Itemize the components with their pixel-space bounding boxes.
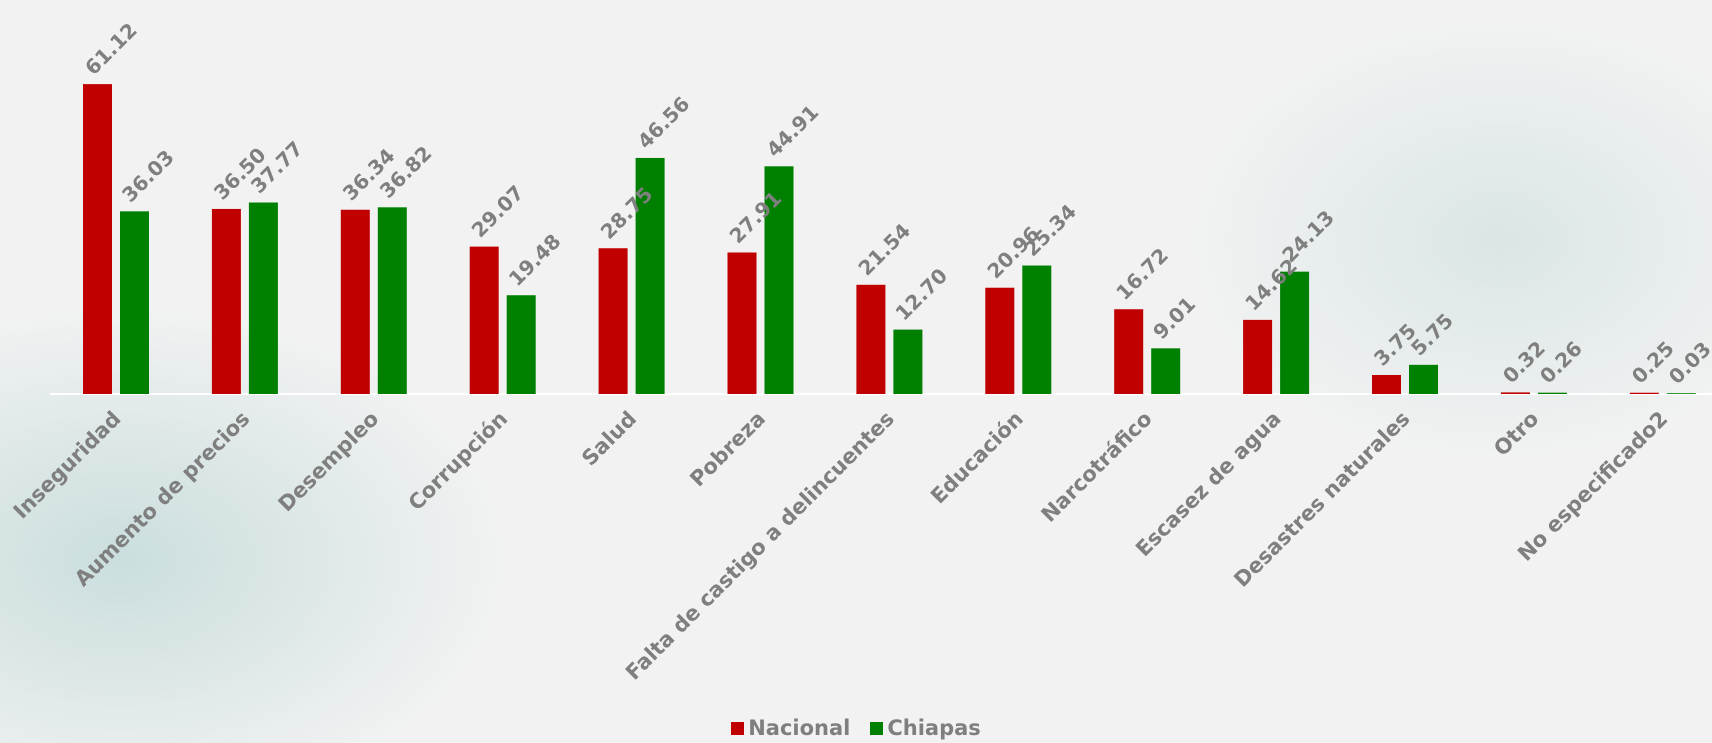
bar-chiapas-otro [1537, 392, 1567, 394]
category-label-salud: Salud [577, 407, 641, 471]
legend-swatch-nacional [731, 721, 745, 735]
category-label-narcotrafico: Narcotráfico [1037, 407, 1157, 527]
value-label-chiapas-salud: 46.56 [633, 92, 695, 154]
bar-nacional-inseguridad [83, 84, 112, 395]
bar-nacional-no-especificado2 [1629, 392, 1659, 394]
category-label-corrupcion: Corrupción [404, 407, 513, 516]
value-label-nacional-inseguridad: 61.12 [80, 18, 142, 80]
value-label-nacional-no-especificado2: 0.25 [1627, 336, 1679, 388]
value-label-chiapas-otro: 0.26 [1535, 336, 1587, 388]
value-label-chiapas-desastres-naturales: 5.75 [1406, 309, 1458, 361]
value-label-nacional-narcotrafico: 16.72 [1111, 243, 1173, 305]
bar-chiapas-inseguridad [120, 211, 149, 394]
bar-nacional-escasez-de-agua [1243, 319, 1273, 394]
bar-chiapas-desempleo [377, 207, 407, 394]
bars-group [83, 84, 1696, 395]
bar-nacional-salud [598, 248, 628, 394]
bar-chiapas-pobreza [764, 166, 794, 394]
value-label-chiapas-narcotrafico: 9.01 [1148, 292, 1200, 344]
bar-nacional-otro [1500, 392, 1530, 394]
legend-item-nacional: Nacional [731, 716, 850, 740]
category-label-no-especificado2: No especificado2 [1513, 407, 1672, 566]
legend-item-chiapas: Chiapas [870, 716, 981, 740]
category-label-pobreza: Pobreza [685, 407, 770, 492]
bar-nacional-narcotrafico [1114, 309, 1144, 394]
value-label-chiapas-falta-de-castigo-a-delincuentes: 12.70 [890, 263, 952, 325]
bar-nacional-corrupcion [469, 246, 499, 394]
bar-chiapas-narcotrafico [1151, 348, 1181, 394]
category-label-falta-de-castigo-a-delincuentes: Falta de castigo a delincuentes [621, 407, 899, 685]
bar-chiapas-escasez-de-agua [1280, 271, 1310, 394]
bar-nacional-pobreza [727, 252, 757, 394]
category-label-desempleo: Desempleo [274, 407, 384, 517]
legend: Nacional Chiapas [0, 716, 1712, 740]
bar-chiapas-corrupcion [506, 295, 536, 394]
value-label-chiapas-corrupcion: 19.48 [504, 229, 566, 291]
bar-nacional-educacion [985, 287, 1015, 394]
legend-label-chiapas: Chiapas [887, 716, 981, 740]
category-label-inseguridad: Inseguridad [9, 407, 126, 524]
bar-nacional-falta-de-castigo-a-delincuentes [856, 284, 886, 394]
value-label-chiapas-pobreza: 44.91 [762, 100, 824, 162]
value-label-nacional-corrupcion: 29.07 [467, 180, 529, 242]
bar-chiapas-educacion [1022, 265, 1052, 394]
category-label-escasez-de-agua: Escasez de agua [1131, 407, 1286, 562]
legend-swatch-chiapas [870, 721, 884, 735]
bar-nacional-aumento-de-precios [211, 208, 241, 394]
value-label-nacional-otro: 0.32 [1498, 336, 1550, 388]
bar-chiapas-no-especificado2 [1666, 393, 1696, 394]
bar-chiapas-aumento-de-precios [248, 202, 278, 394]
value-label-nacional-falta-de-castigo-a-delincuentes: 21.54 [853, 219, 915, 281]
bar-nacional-desempleo [340, 209, 370, 394]
bar-chiapas-salud [635, 157, 665, 394]
value-label-chiapas-escasez-de-agua: 24.13 [1277, 205, 1339, 267]
legend-label-nacional: Nacional [748, 716, 851, 740]
category-label-educacion: Educación [926, 407, 1028, 509]
value-label-chiapas-inseguridad: 36.03 [117, 145, 179, 207]
value-label-chiapas-no-especificado2: 0.03 [1664, 337, 1712, 389]
bar-nacional-desastres-naturales [1372, 374, 1401, 394]
bar-chiapas-falta-de-castigo-a-delincuentes [893, 329, 923, 394]
bar-chiapas-desastres-naturales [1409, 364, 1438, 394]
category-label-otro: Otro [1489, 407, 1543, 461]
